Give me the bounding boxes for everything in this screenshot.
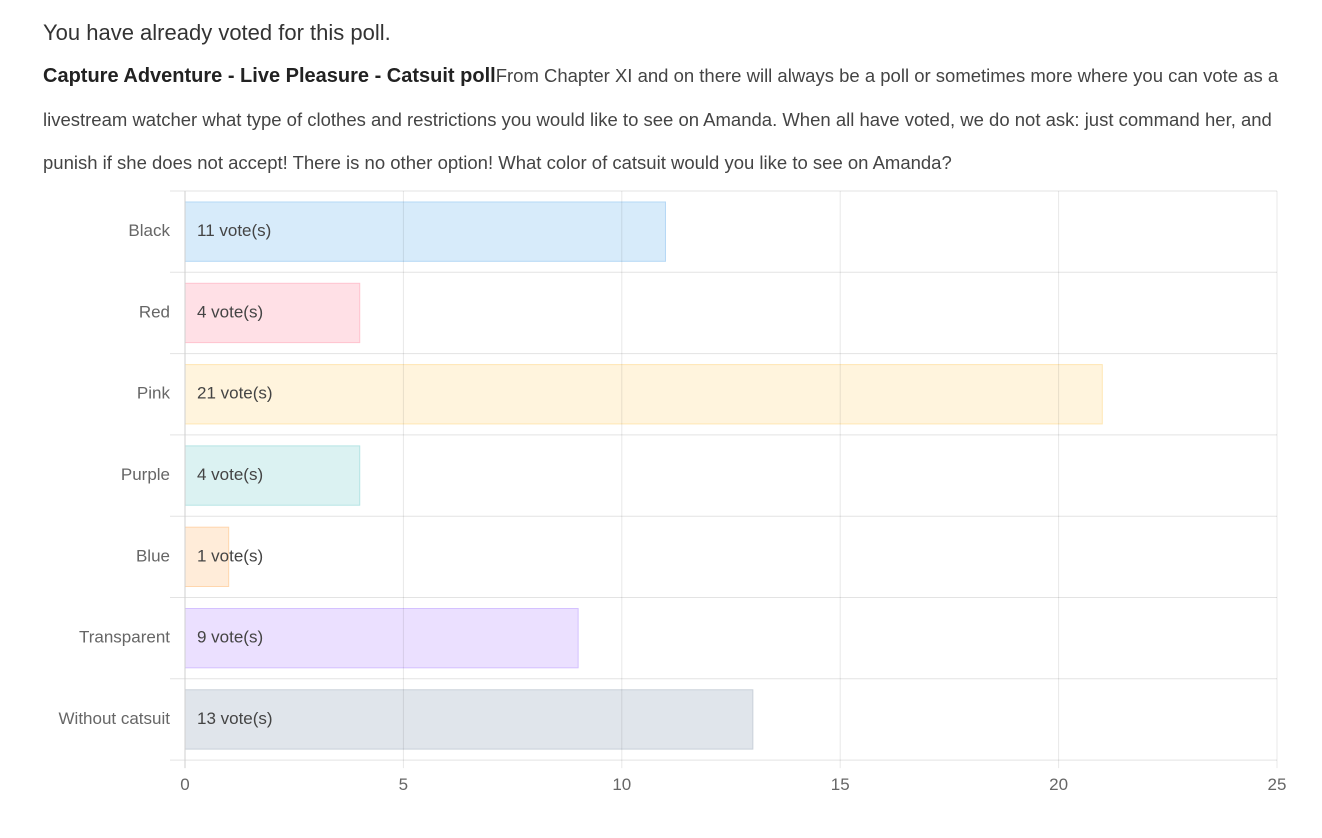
category-label: Without catsuit (59, 709, 171, 728)
x-tick-label: 25 (1268, 775, 1287, 794)
bar-transparent (184, 608, 579, 669)
category-label: Pink (137, 384, 171, 403)
data-label: 4 vote(s) (197, 465, 263, 484)
data-label: 9 vote(s) (197, 628, 263, 647)
x-tick-label: 5 (399, 775, 408, 794)
bar-blue (184, 526, 230, 588)
poll-description-text: From Chapter XI and on there will always… (43, 65, 1279, 173)
category-label: Purple (121, 465, 170, 484)
data-label: 21 vote(s) (197, 384, 273, 403)
category-label: Blue (136, 546, 170, 565)
data-label: 4 vote(s) (197, 302, 263, 321)
category-label: Red (139, 302, 170, 321)
already-voted-notice: You have already voted for this poll. (43, 20, 391, 45)
bar-pink (184, 364, 1103, 425)
bar-purple (184, 445, 361, 506)
data-label: 13 vote(s) (197, 709, 273, 728)
category-label: Black (128, 221, 170, 240)
x-tick-label: 10 (612, 775, 631, 794)
x-tick-label: 15 (831, 775, 850, 794)
category-label: Transparent (79, 628, 170, 647)
x-tick-label: 0 (180, 775, 189, 794)
data-label: 1 vote(s) (197, 546, 263, 565)
poll-description: Capture Adventure - Live Pleasure - Cats… (43, 54, 1283, 184)
data-label: 11 vote(s) (197, 221, 271, 240)
bar-black (184, 201, 666, 262)
x-tick-label: 20 (1049, 775, 1068, 794)
bar-red (184, 282, 361, 344)
bar-without-catsuit (184, 689, 754, 750)
poll-title: Capture Adventure - Live Pleasure - Cats… (43, 65, 496, 87)
